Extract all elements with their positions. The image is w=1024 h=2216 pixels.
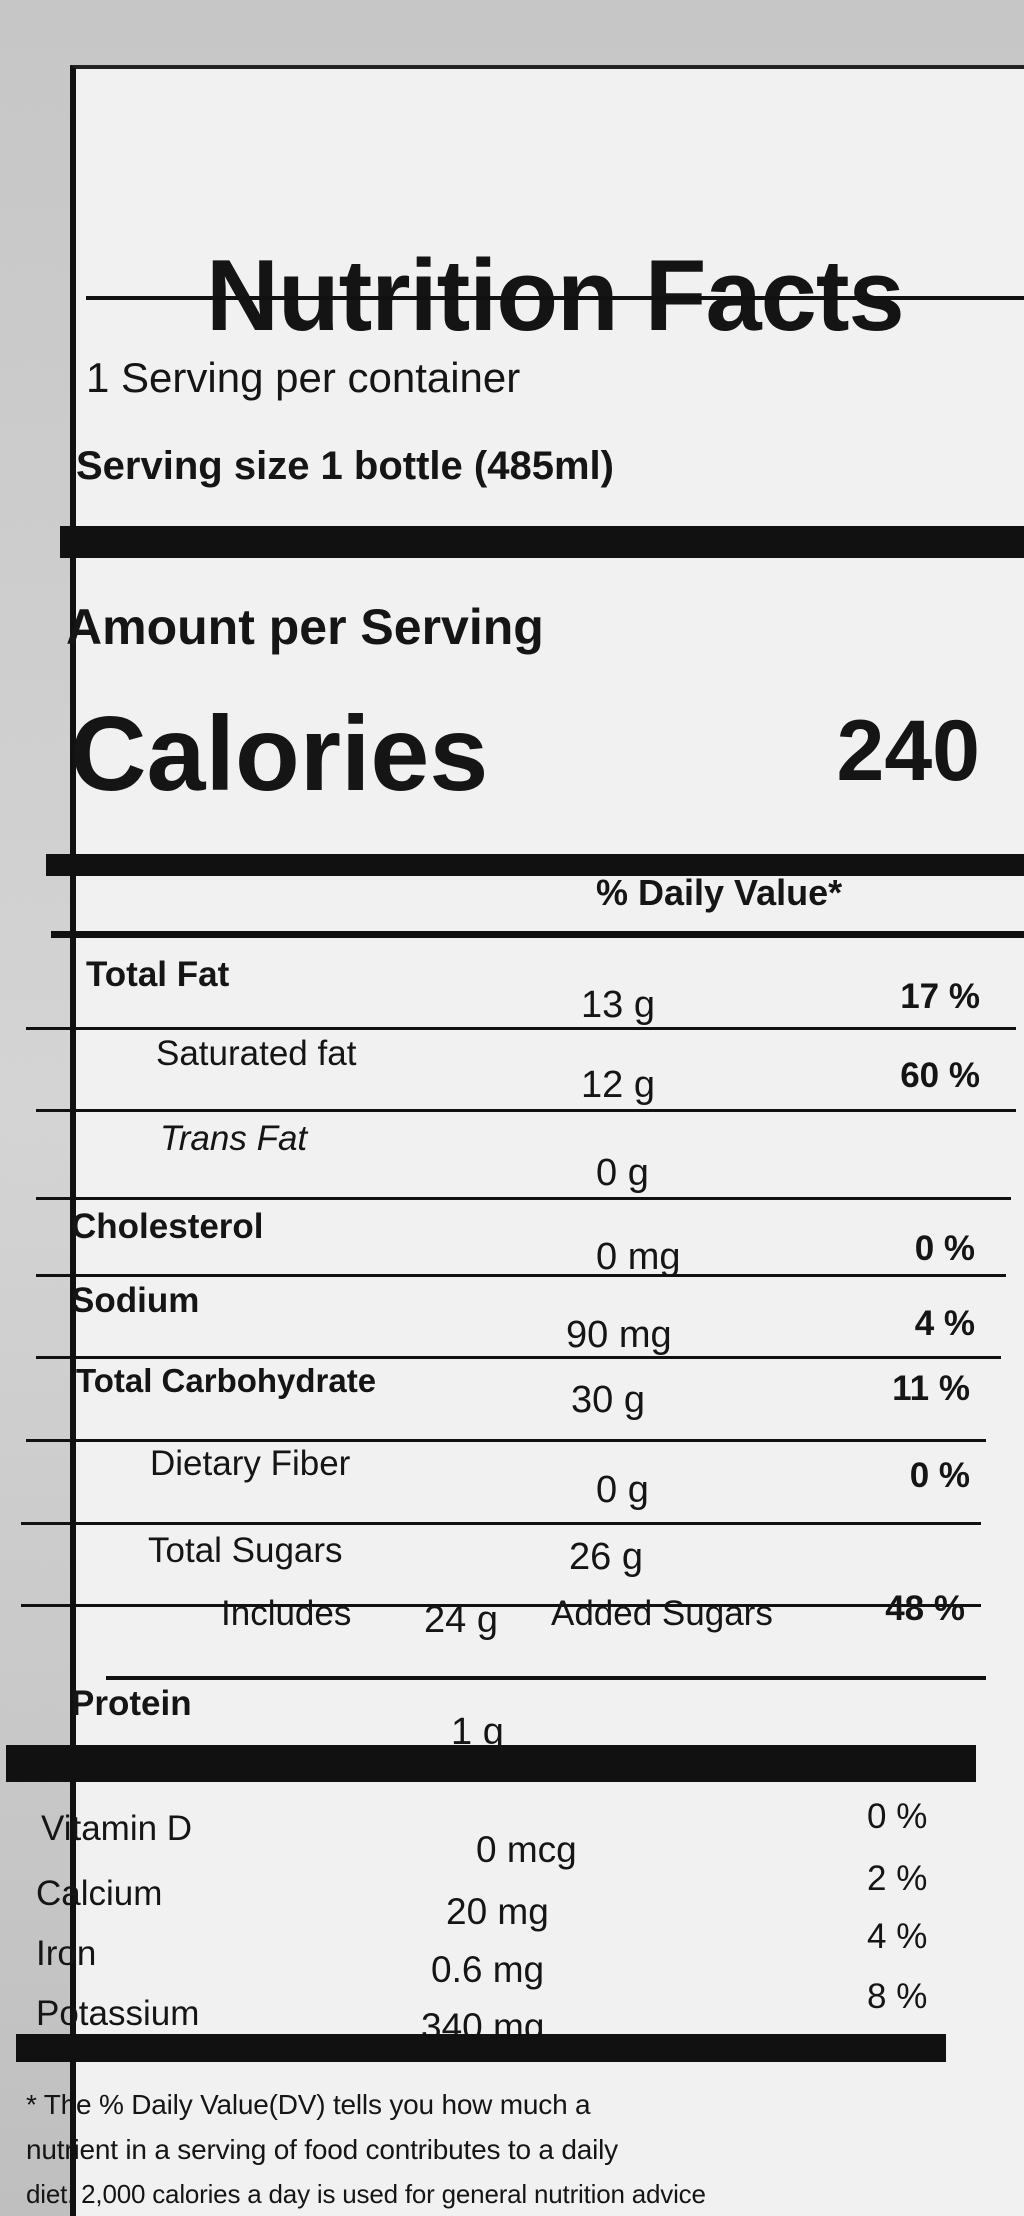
title-divider xyxy=(86,296,1024,300)
potassium-dv: 8 % xyxy=(867,1977,928,2016)
footnote-line-1: * The % Daily Value(DV) tells you how mu… xyxy=(26,2089,591,2120)
daily-value-header: % Daily Value* xyxy=(596,872,843,913)
calories-label: Calories xyxy=(70,695,489,813)
protein-label: Protein xyxy=(71,1684,192,1723)
row-divider xyxy=(21,1604,981,1607)
row-divider xyxy=(36,1274,1006,1277)
dietary-fiber-dv: 0 % xyxy=(909,1456,970,1495)
sodium-amount: 90 mg xyxy=(566,1314,672,1356)
saturated-fat-dv: 60 % xyxy=(900,1056,980,1095)
serving-size: Serving size 1 bottle (485ml) xyxy=(76,444,614,488)
nutrition-facts-label: Nutrition Facts 1 Serving per container … xyxy=(6,65,1024,2216)
calcium-dv: 2 % xyxy=(867,1859,928,1898)
added-sugars-amount: 24 g xyxy=(424,1599,498,1641)
row-divider xyxy=(26,1439,986,1442)
calories-divider-thick xyxy=(46,854,1024,876)
dv-divider xyxy=(51,931,1024,938)
servings-per-container: 1 Serving per container xyxy=(86,354,521,401)
total-carbohydrate-label: Total Carbohydrate xyxy=(76,1362,377,1399)
sodium-label: Sodium xyxy=(71,1281,200,1320)
vitamins-divider-thick xyxy=(16,2034,946,2062)
iron-dv: 4 % xyxy=(867,1917,928,1956)
dietary-fiber-amount: 0 g xyxy=(596,1469,649,1511)
total-fat-dv: 17 % xyxy=(900,977,980,1016)
serving-divider-thick xyxy=(60,526,1024,558)
saturated-fat-amount: 12 g xyxy=(581,1064,655,1106)
row-divider xyxy=(36,1356,1001,1359)
trans-fat-amount: 0 g xyxy=(596,1152,649,1194)
vitamin-d-amount: 0 mcg xyxy=(476,1829,577,1870)
total-fat-label: Total Fat xyxy=(86,955,230,994)
dietary-fiber-label: Dietary Fiber xyxy=(150,1444,351,1483)
sodium-dv: 4 % xyxy=(914,1304,975,1343)
added-sugars-dv: 48 % xyxy=(885,1589,965,1628)
calcium-label: Calcium xyxy=(36,1874,163,1913)
row-divider xyxy=(26,1027,1016,1030)
calories-value: 240 xyxy=(836,703,981,799)
total-sugars-label: Total Sugars xyxy=(148,1531,343,1570)
protein-divider-thick xyxy=(6,1745,976,1782)
calcium-amount: 20 mg xyxy=(446,1891,549,1932)
saturated-fat-label: Saturated fat xyxy=(156,1034,357,1073)
total-carbohydrate-dv: 11 % xyxy=(892,1369,970,1408)
amount-per-serving: Amount per Serving xyxy=(66,599,544,655)
includes-label: Includes xyxy=(221,1594,352,1633)
row-divider xyxy=(36,1197,1011,1200)
row-divider xyxy=(21,1522,981,1525)
cholesterol-dv: 0 % xyxy=(914,1229,975,1268)
potassium-label: Potassium xyxy=(36,1994,200,2033)
total-fat-amount: 13 g xyxy=(581,984,655,1026)
footnote-line-3: diet. 2,000 calories a day is used for g… xyxy=(26,2179,706,2209)
cholesterol-label: Cholesterol xyxy=(71,1207,264,1246)
iron-amount: 0.6 mg xyxy=(431,1949,545,1990)
added-sugars-label: Added Sugars xyxy=(551,1594,773,1633)
total-carbohydrate-amount: 30 g xyxy=(571,1379,645,1421)
iron-label: Iron xyxy=(36,1934,97,1973)
total-sugars-amount: 26 g xyxy=(569,1536,643,1578)
footnote-line-2: nutrient in a serving of food contribute… xyxy=(26,2134,618,2165)
row-divider xyxy=(106,1676,986,1680)
cholesterol-amount: 0 mg xyxy=(596,1236,681,1278)
vitamin-d-label: Vitamin D xyxy=(41,1809,193,1848)
trans-fat-label: Trans Fat xyxy=(160,1119,308,1158)
row-divider xyxy=(36,1109,1016,1112)
vitamin-d-dv: 0 % xyxy=(867,1797,928,1836)
